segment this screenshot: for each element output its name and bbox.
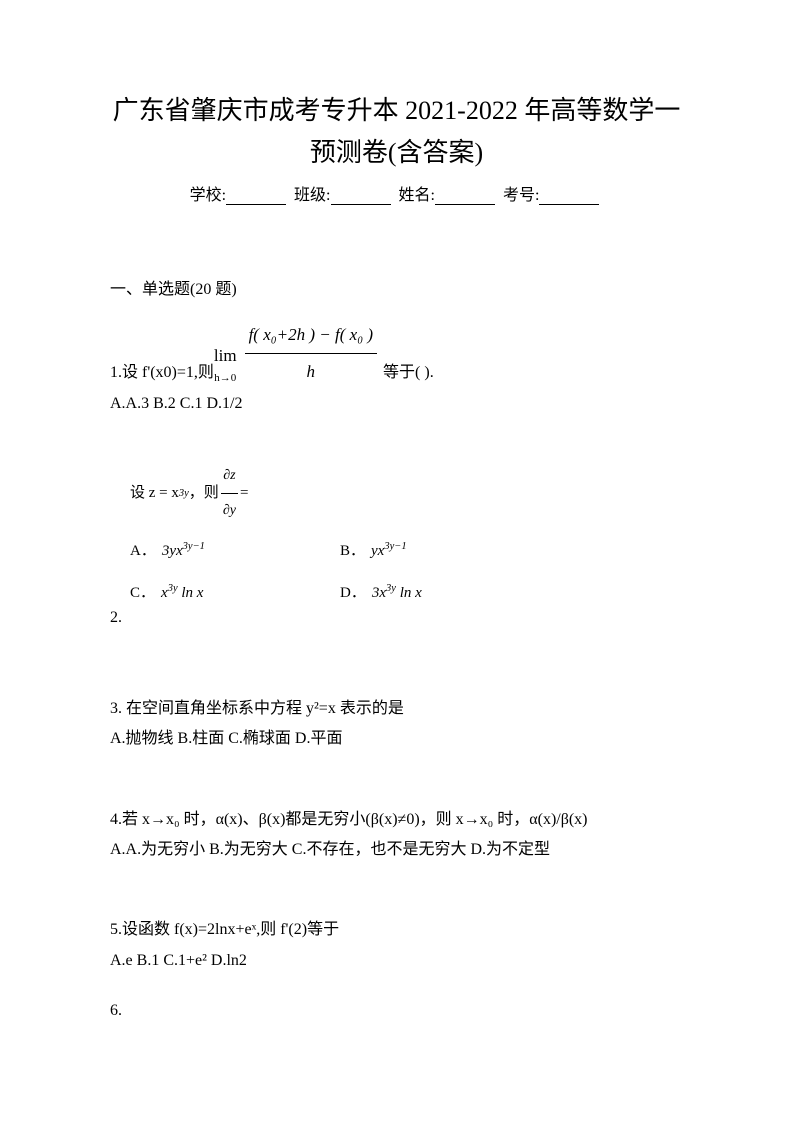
name-blank — [435, 189, 495, 205]
q2-frac-den: ∂y — [221, 494, 238, 528]
q2-b-exp: 3y−1 — [384, 541, 406, 552]
name-label: 姓名: — [399, 187, 435, 204]
info-row: 学校: 班级: 姓名: 考号: — [110, 181, 683, 205]
q5-options: A.e B.1 C.1+e² D.ln2 — [110, 946, 683, 976]
q2-c-text: x — [161, 585, 168, 601]
q1-numerator: f( x₀+2h ) − f( x₀ ) — [245, 319, 377, 354]
question-3: 3. 在空间直角坐标系中方程 y²=x 表示的是 A.抛物线 B.柱面 C.椭球… — [110, 694, 683, 755]
q1-options: A.A.3 B.2 C.1 D.1/2 — [110, 389, 683, 419]
q2-d-suf: ln x — [396, 585, 422, 601]
question-2: 设 z = x3y ，则 ∂z ∂y = A．3yx3y−1 B．yx3y−1 … — [110, 459, 683, 634]
q2-partial-fraction: ∂z ∂y — [221, 459, 238, 527]
q2-a-exp: 3y−1 — [183, 541, 205, 552]
q1-fraction: f( x₀+2h ) − f( x₀ ) h — [245, 319, 377, 389]
q3-options: A.抛物线 B.柱面 C.椭球面 D.平面 — [110, 724, 683, 754]
q2-option-d: D． 3x3y ln x — [340, 575, 550, 611]
q2-d-exp: 3y — [386, 583, 396, 594]
q2-b-label: B． — [340, 543, 365, 559]
section-title: 一、单选题(20 题) — [110, 275, 683, 299]
question-6: 6. — [110, 996, 683, 1026]
q2-prompt-exp: 3y — [179, 481, 189, 506]
q2-option-a: A． 3yx3y−1 — [130, 533, 340, 569]
q2-prompt-pre: 设 z = x — [130, 475, 179, 511]
class-blank — [331, 189, 391, 205]
q1-suffix: 等于( ). — [383, 358, 434, 388]
q2-option-b: B． yx3y−1 — [340, 533, 550, 569]
q2-c-label: C． — [130, 585, 155, 601]
page-title: 广东省肇庆市成考专升本 2021-2022 年高等数学一预测卷(含答案) — [110, 90, 683, 173]
q5-text: 5.设函数 f(x)=2lnx+eˣ,则 f'(2)等于 — [110, 915, 683, 945]
question-5: 5.设函数 f(x)=2lnx+eˣ,则 f'(2)等于 A.e B.1 C.1… — [110, 915, 683, 976]
q4-text: 4.若 x→x₀ 时，α(x)、β(x)都是无穷小(β(x)≠0)，则 x→x₀… — [110, 805, 683, 835]
q1-lim: lim h→0 — [214, 340, 237, 389]
q2-d-label: D． — [340, 585, 366, 601]
q2-prompt-mid: ，则 — [189, 475, 219, 511]
q2-a-label: A． — [130, 543, 156, 559]
q4-options: A.A.为无穷小 B.为无穷大 C.不存在，也不是无穷大 D.为不定型 — [110, 835, 683, 865]
question-1: 1.设 f'(x0)=1,则 lim h→0 f( x₀+2h ) − f( x… — [110, 319, 683, 419]
q2-a-text: 3yx — [162, 543, 183, 559]
q2-prompt-suf: = — [240, 475, 248, 511]
q1-prefix: 1.设 f'(x0)=1,则 — [110, 358, 214, 388]
examno-label: 考号: — [503, 187, 539, 204]
examno-blank — [539, 189, 599, 205]
q1-lim-sub: h→0 — [214, 368, 236, 389]
q2-b-text: yx — [371, 543, 384, 559]
q2-frac-num: ∂z — [221, 459, 237, 494]
q2-prompt: 设 z = x3y ，则 ∂z ∂y = — [130, 459, 683, 527]
q2-c-exp: 3y — [168, 583, 178, 594]
q6-text: 6. — [110, 996, 683, 1026]
question-4: 4.若 x→x₀ 时，α(x)、β(x)都是无穷小(β(x)≠0)，则 x→x₀… — [110, 805, 683, 866]
q1-denominator: h — [307, 354, 316, 388]
q2-option-c: C． x3y ln x — [130, 575, 340, 611]
q2-options: A．3yx3y−1 B．yx3y−1 C．x3y ln x D．3x3y ln … — [130, 533, 683, 611]
school-label: 学校: — [190, 187, 226, 204]
class-label: 班级: — [294, 187, 330, 204]
school-blank — [226, 189, 286, 205]
q2-c-suf: ln x — [178, 585, 204, 601]
q2-d-text: 3x — [372, 585, 386, 601]
q3-text: 3. 在空间直角坐标系中方程 y²=x 表示的是 — [110, 694, 683, 724]
